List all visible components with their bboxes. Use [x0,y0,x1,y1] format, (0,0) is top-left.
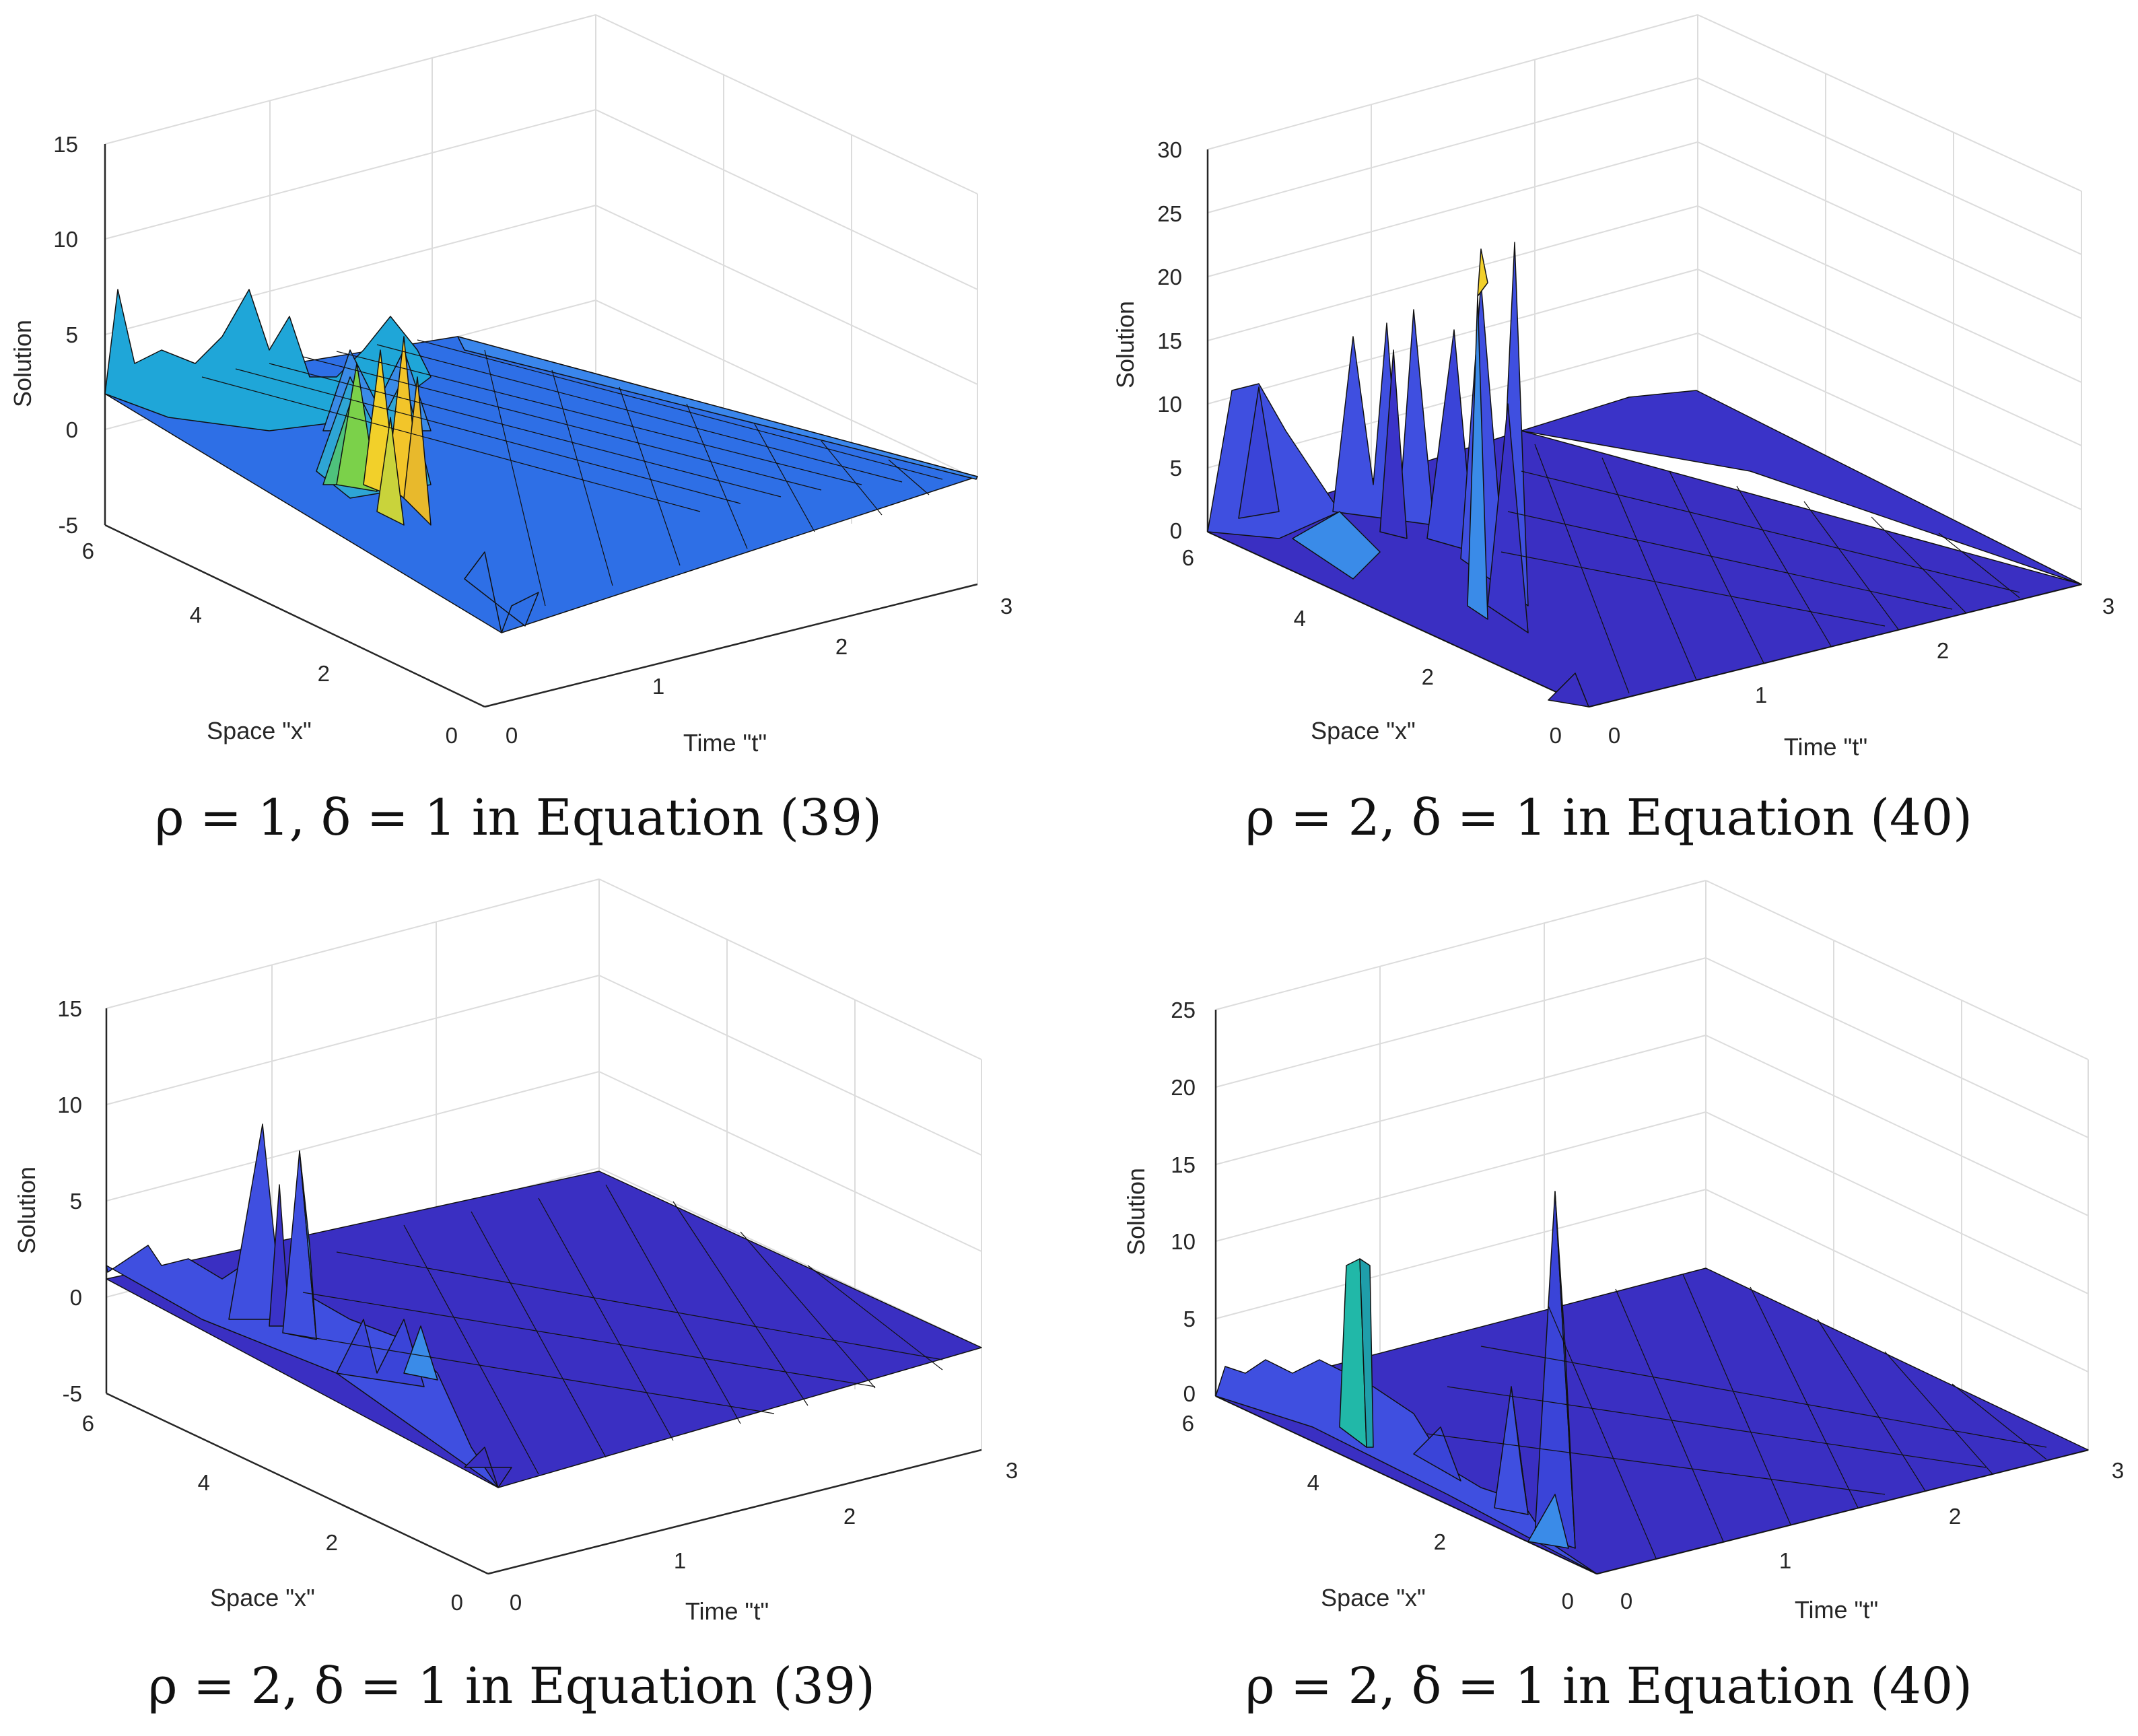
panel-4-z-tick: 10 [1171,1229,1196,1254]
panel-1-y-tick: 4 [190,602,202,627]
panel-1-z-tick: 5 [66,322,78,347]
panel-1-y-tick: 2 [318,661,330,686]
panel-3-y-ticks: 6 4 2 0 [82,1411,463,1615]
panel-1-zlabel: Solution [9,320,36,407]
panel-4-z-ticks: 25 20 15 10 5 0 [1171,998,1196,1406]
panel-3-z-tick: 15 [57,996,82,1021]
panel-3-z-tick: 10 [57,1092,82,1117]
panel-2-axes-box [1207,14,2082,584]
panel-3-xlabel: Time "t" [685,1597,769,1625]
panel-2-caption: ρ = 2, δ = 1 in Equation (40) [1245,789,1972,847]
panel-1-z-tick: 15 [53,132,78,157]
panel-1-z-ticks: 15 10 5 0 -5 [53,132,78,538]
panel-2-z-tick: 0 [1170,518,1182,543]
panel-3-x-ticks: 0 1 2 3 [510,1458,1018,1615]
panel-4-ylabel: Space "x" [1321,1584,1426,1611]
panel-4-z-tick: 20 [1171,1075,1196,1100]
panel-4-surface [1215,1191,2089,1574]
panel-1-z-tick: 10 [53,227,78,252]
panel-4-x-tick: 0 [1620,1589,1632,1613]
panel-4-y-tick: 0 [1562,1589,1574,1613]
panel-2-y-tick: 0 [1550,723,1562,748]
panel-2-z-tick: 20 [1157,265,1182,289]
panel-2-xlabel: Time "t" [1784,733,1867,761]
panel-1-x-tick: 1 [652,674,664,699]
panel-2-x-tick: 0 [1608,723,1620,748]
panel-2-zlabel: Solution [1111,301,1139,388]
panel-2-z-ticks: 30 25 20 15 10 5 0 [1157,137,1182,543]
panel-3-caption: ρ = 2, δ = 1 in Equation (39) [148,1657,875,1715]
panel-3-axes-lines [105,1008,982,1575]
panel-3-x-tick: 0 [510,1590,522,1615]
panel-1-axes-lines [104,144,978,708]
panel-1-caption: ρ = 1, δ = 1 in Equation (39) [155,789,882,847]
panel-3-x-tick: 2 [843,1504,856,1529]
panel-4: 25 20 15 10 5 0 6 4 2 0 0 1 2 3 Solution… [1122,880,2124,1715]
panel-2-z-tick: 25 [1157,201,1182,226]
panel-1-surface [104,289,978,633]
panel-2-x-tick: 3 [2102,594,2114,619]
panel-1: 15 10 5 0 -5 6 4 2 0 0 1 2 3 Solution Sp… [9,14,1012,847]
panel-3-x-tick: 1 [674,1548,686,1573]
panel-1-ylabel: Space "x" [207,717,312,744]
panel-4-x-tick: 2 [1949,1504,1961,1529]
panel-2-y-tick: 6 [1182,545,1194,570]
panel-1-y-tick: 0 [446,723,458,748]
panel-2-x-ticks: 0 1 2 3 [1608,594,2114,748]
panel-4-zlabel: Solution [1122,1168,1150,1255]
panel-1-y-tick: 6 [82,539,94,563]
panel-3-surface [106,1123,982,1488]
panel-1-y-ticks: 6 4 2 0 [82,539,458,748]
panel-2-z-tick: 30 [1157,137,1182,162]
panel-2-y-ticks: 6 4 2 0 [1182,545,1562,748]
panel-4-z-tick: 5 [1183,1307,1196,1331]
panel-2-z-tick: 5 [1170,456,1182,481]
panel-2-z-tick: 10 [1157,392,1182,417]
panel-2-x-tick: 1 [1755,683,1767,707]
panel-2-y-tick: 2 [1422,664,1434,689]
panel-3: 15 10 5 0 -5 6 4 2 0 0 1 2 3 Solution Sp… [13,878,1018,1715]
panel-2-ylabel: Space "x" [1311,717,1416,744]
panel-4-xlabel: Time "t" [1795,1596,1878,1624]
panel-1-x-ticks: 0 1 2 3 [506,594,1012,748]
panel-3-z-ticks: 15 10 5 0 -5 [57,996,82,1406]
panel-3-y-tick: 0 [451,1590,463,1615]
panel-4-y-tick: 4 [1307,1470,1319,1495]
panel-3-z-tick: -5 [63,1381,82,1406]
panel-4-z-tick: 25 [1171,998,1196,1022]
panel-1-x-tick: 0 [506,723,518,748]
panel-1-z-tick: -5 [59,513,78,538]
panel-3-y-tick: 4 [198,1470,210,1495]
panel-4-x-tick: 3 [2112,1458,2124,1483]
panel-4-y-tick: 2 [1434,1529,1446,1554]
panel-3-y-tick: 6 [82,1411,94,1436]
panel-3-x-tick: 3 [1006,1458,1018,1483]
panel-3-y-tick: 2 [326,1530,338,1555]
panel-3-z-tick: 0 [70,1285,82,1310]
panel-4-caption: ρ = 2, δ = 1 in Equation (40) [1245,1657,1972,1715]
panel-2-z-tick: 15 [1157,328,1182,353]
panel-4-x-tick: 1 [1779,1548,1791,1573]
panel-2: 30 25 20 15 10 5 0 6 4 2 0 0 1 2 3 Solut… [1111,14,2114,847]
panel-1-x-tick: 3 [1000,594,1012,619]
panel-1-x-tick: 2 [835,634,848,659]
panel-3-zlabel: Solution [13,1167,40,1254]
panel-2-y-tick: 4 [1294,606,1306,631]
panel-3-z-tick: 5 [70,1189,82,1214]
panel-1-xlabel: Time "t" [683,729,767,757]
panel-4-z-tick: 0 [1183,1381,1196,1406]
panel-4-x-ticks: 0 1 2 3 [1620,1458,2124,1613]
panel-4-y-tick: 6 [1182,1411,1194,1436]
panel-2-x-tick: 2 [1937,638,1949,663]
panel-3-ylabel: Space "x" [210,1584,315,1611]
panel-1-z-tick: 0 [66,417,78,442]
panel-2-surface [1207,242,2082,707]
panel-4-y-ticks: 6 4 2 0 [1182,1411,1574,1613]
panel-4-z-tick: 15 [1171,1152,1196,1177]
